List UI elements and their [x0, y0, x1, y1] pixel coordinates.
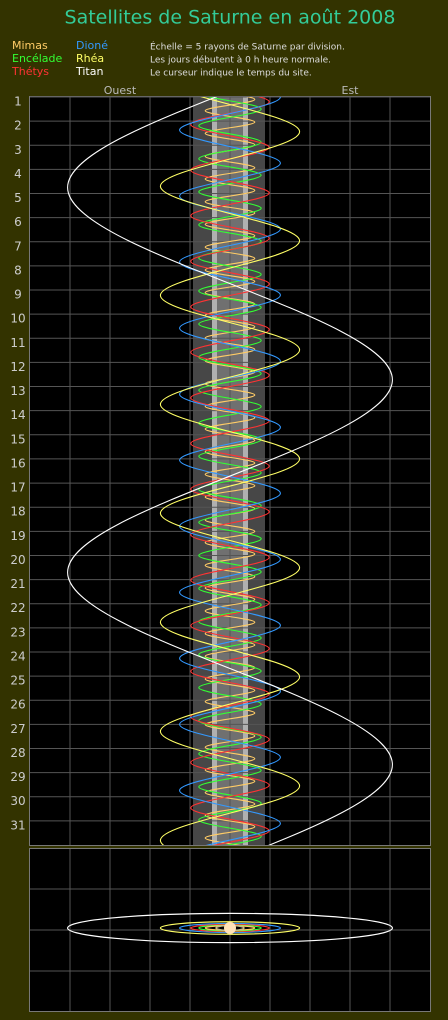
y-tick-label: 10: [10, 312, 25, 326]
y-tick-label: 14: [10, 408, 25, 422]
y-tick-label: 16: [10, 456, 25, 470]
y-tick-label: 27: [10, 722, 25, 736]
legend-entry: Dioné: [76, 39, 108, 52]
y-tick-label: 7: [14, 239, 22, 253]
y-tick-label: 3: [14, 143, 22, 157]
y-tick-label: 29: [10, 770, 25, 784]
curves: [67, 97, 393, 845]
y-tick-label: 19: [10, 529, 25, 543]
y-tick-label: 25: [10, 674, 25, 688]
y-tick-label: 30: [10, 794, 25, 808]
y-tick-label: 18: [10, 505, 25, 519]
y-tick-label: 4: [14, 167, 22, 181]
note: Échelle = 5 rayons de Saturne par divisi…: [150, 41, 345, 53]
legend-entry: Mimas: [12, 39, 48, 52]
y-tick-label: 1: [14, 95, 22, 109]
legend-entry: Rhéa: [76, 52, 104, 65]
satellite-track: [159, 97, 301, 845]
satellite-track: [179, 97, 281, 845]
y-tick-label: 23: [10, 625, 25, 639]
note: Les jours débutent à 0 h heure normale.: [150, 55, 331, 66]
y-tick-label: 28: [10, 746, 25, 760]
y-tick-label: 21: [10, 577, 25, 591]
x-axis-label: Est: [342, 84, 360, 97]
y-tick-label: 22: [10, 601, 25, 615]
satellite-track: [67, 97, 393, 845]
grid: [30, 96, 430, 1011]
saturn: [224, 922, 236, 934]
y-tick-label: 6: [14, 215, 22, 229]
orbit: [159, 921, 301, 935]
y-tick-label: 26: [10, 698, 25, 712]
orbits: [67, 912, 393, 944]
legend-entry: Encélade: [12, 52, 63, 65]
note: Le curseur indique le temps du site.: [150, 69, 312, 79]
y-tick-label: 17: [10, 481, 25, 495]
legend-entry: Thétys: [11, 65, 49, 78]
x-axis-label: Ouest: [104, 84, 137, 97]
y-tick-label: 9: [14, 288, 22, 302]
y-tick-label: 5: [14, 191, 22, 205]
satellite-track: [198, 97, 262, 845]
legend-entry: Titan: [75, 65, 103, 78]
satellite-track: [190, 97, 270, 845]
y-tick-label: 2: [14, 119, 22, 133]
y-tick-label: 8: [14, 263, 22, 277]
y-tick-label: 31: [10, 818, 25, 832]
y-tick-label: 20: [10, 553, 25, 567]
y-tick-label: 11: [10, 336, 25, 350]
y-tick-label: 12: [10, 360, 25, 374]
y-tick-label: 13: [10, 384, 25, 398]
orbit: [67, 912, 393, 944]
y-tick-label: 15: [10, 432, 25, 446]
y-tick-label: 24: [10, 649, 25, 663]
chart-title: Satellites de Saturne en août 2008: [65, 7, 396, 29]
